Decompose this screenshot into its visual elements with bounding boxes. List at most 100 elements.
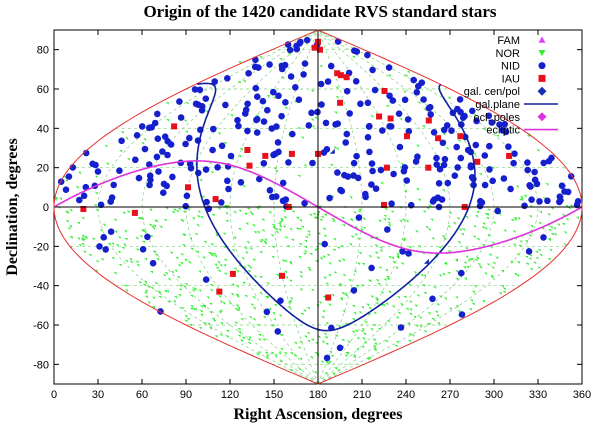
nor-point <box>148 223 152 227</box>
nor-point <box>167 300 171 304</box>
nor-point <box>256 207 260 211</box>
y-tick-label: 40 <box>37 123 49 135</box>
nor-point <box>502 290 506 294</box>
y-tick-label: 20 <box>37 163 49 175</box>
nor-point <box>351 330 355 334</box>
nor-point <box>172 300 176 303</box>
nid-point <box>386 92 393 100</box>
nor-point <box>196 250 200 254</box>
nid-point <box>342 139 350 146</box>
nor-point <box>491 266 495 270</box>
legend-label: gal.plane <box>475 99 520 111</box>
iau-point <box>383 164 390 171</box>
nor-point <box>478 173 482 176</box>
nor-point <box>275 231 279 234</box>
nid-point <box>341 171 348 179</box>
fam-point <box>195 122 199 126</box>
nor-point <box>289 262 293 265</box>
nor-point <box>356 262 360 266</box>
galactic-center-pole-marker <box>423 258 429 264</box>
nid-point <box>401 96 409 104</box>
nid-point <box>164 151 171 159</box>
nor-point <box>402 237 406 241</box>
nid-point <box>82 149 90 157</box>
nor-point <box>264 238 268 242</box>
nor-point <box>302 252 306 256</box>
nor-point <box>94 192 98 195</box>
nid-point <box>489 177 497 185</box>
fam-point <box>247 78 251 82</box>
fam-point <box>399 199 403 203</box>
nor-point <box>325 282 329 286</box>
nid-point <box>218 199 225 206</box>
legend-label: IAU <box>502 73 520 85</box>
nor-point <box>255 353 259 356</box>
nor-point <box>259 251 263 254</box>
nor-point <box>184 319 188 323</box>
nor-point <box>198 327 202 330</box>
nid-point <box>412 158 420 165</box>
nor-point <box>486 213 490 216</box>
nor-point <box>419 325 423 329</box>
nid-point <box>351 47 358 54</box>
fam-point <box>150 107 154 111</box>
nor-point <box>299 341 303 344</box>
nid-point <box>556 198 563 206</box>
data-points-layer <box>53 36 582 376</box>
fam-point <box>369 96 373 100</box>
nor-point <box>310 89 314 93</box>
nor-point <box>203 241 207 244</box>
nor-point <box>443 297 447 300</box>
nid-point <box>544 197 551 205</box>
nor-point <box>178 288 182 292</box>
nor-point <box>295 227 299 231</box>
nor-point <box>233 211 237 214</box>
nor-point <box>367 356 371 360</box>
nid-point <box>556 193 564 200</box>
nor-point <box>214 335 218 338</box>
nor-point <box>391 257 395 260</box>
nor-point <box>166 119 170 122</box>
nor-point <box>324 336 328 339</box>
nid-point <box>502 128 510 136</box>
nor-point <box>309 253 313 256</box>
nor-point <box>417 198 421 202</box>
nor-point <box>278 228 282 232</box>
nor-point <box>464 277 468 281</box>
legend-marker <box>537 112 547 122</box>
fam-point <box>212 163 216 167</box>
nid-point <box>65 173 73 180</box>
nor-point <box>297 346 301 350</box>
nor-point <box>158 296 162 299</box>
nor-point <box>352 211 356 215</box>
fam-point <box>371 101 375 105</box>
nor-point <box>239 148 243 151</box>
nor-point <box>249 247 253 251</box>
nid-point <box>558 182 566 189</box>
nor-point <box>122 211 126 215</box>
nor-point <box>273 304 277 307</box>
nid-point <box>260 160 268 167</box>
nor-point <box>515 185 519 189</box>
nor-point <box>293 100 297 104</box>
nor-point <box>91 237 95 241</box>
nor-point <box>455 305 459 308</box>
nid-point <box>501 120 509 128</box>
nor-point <box>288 300 292 303</box>
y-tick-label: -80 <box>33 359 49 371</box>
nor-point <box>399 118 403 121</box>
nor-point <box>113 272 117 275</box>
nor-point <box>539 254 543 257</box>
nid-point <box>399 248 406 255</box>
nor-point <box>438 274 442 278</box>
nor-point <box>335 147 339 151</box>
nid-point <box>279 179 287 187</box>
nor-point <box>289 297 293 300</box>
nor-point <box>535 257 539 260</box>
nor-point <box>104 144 108 148</box>
nor-point <box>525 256 529 259</box>
iau-point <box>244 147 251 153</box>
nid-point <box>163 182 170 190</box>
nor-point <box>120 131 124 134</box>
nid-point <box>369 66 376 74</box>
